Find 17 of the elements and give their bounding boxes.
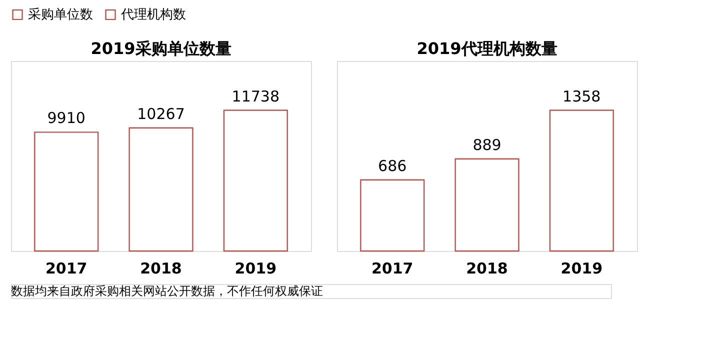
chart-title: 2019采购单位数量 (90, 39, 232, 58)
text: 代理机构数 (120, 8, 186, 23)
legend-label: 采购单位数 (28, 8, 93, 23)
x-tick-label: 2018 (466, 260, 508, 278)
text: 数据均来自政府采购相关网站公开数据，不作任何权威保证 (11, 284, 323, 298)
data-label: 10267 (137, 104, 185, 123)
data-label: 686 (378, 156, 407, 175)
x-tick-label: 2019 (234, 260, 277, 278)
data-label: 9910 (47, 109, 86, 128)
x-tick-label: 2017 (45, 260, 88, 278)
data-label: 11738 (232, 87, 280, 106)
x-tick-label: 2019 (560, 260, 603, 278)
data-label: 889 (472, 136, 502, 154)
x-tick-label: 2018 (140, 260, 182, 278)
data-label: 1358 (562, 87, 601, 106)
x-tick-label: 2017 (371, 260, 414, 278)
chart-title: 2019代理机构数量 (416, 39, 558, 58)
